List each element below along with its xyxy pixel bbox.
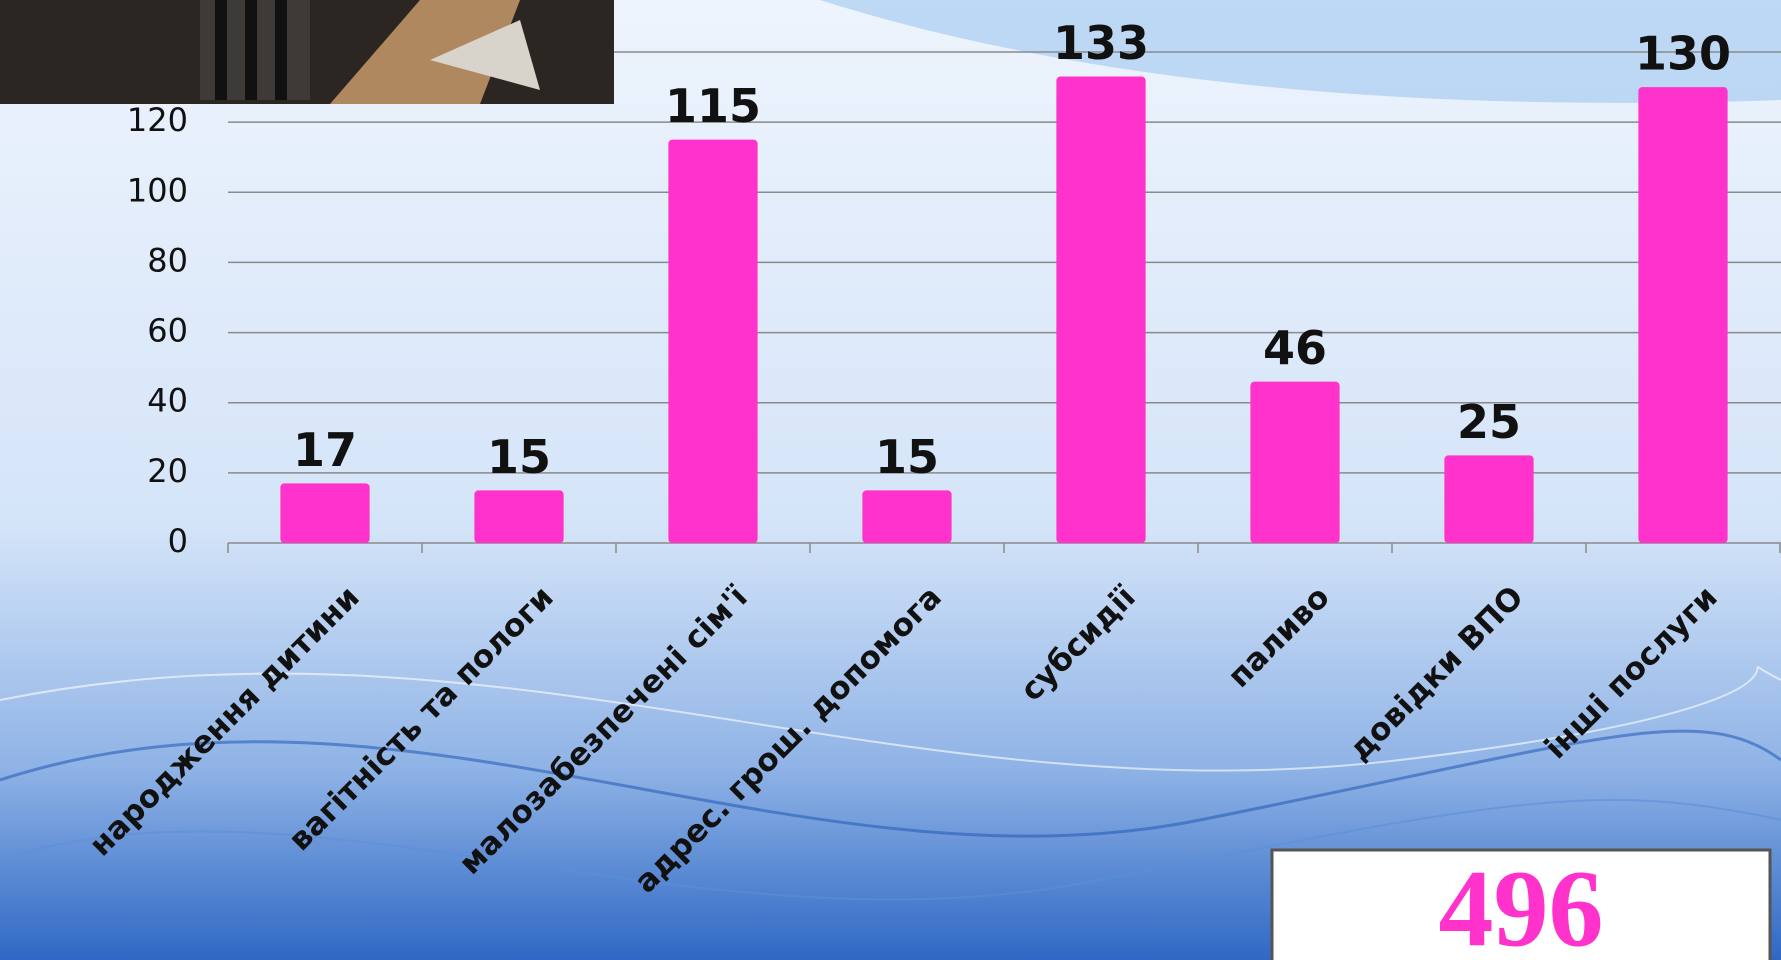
value-label: 115 — [665, 79, 761, 133]
bar — [280, 483, 370, 543]
bar — [668, 139, 758, 543]
decor-line — [0, 729, 1781, 838]
y-tick-label: 80 — [147, 241, 188, 279]
photo — [0, 0, 614, 104]
value-label: 17 — [293, 423, 357, 477]
bar — [1444, 455, 1534, 543]
value-label: 15 — [875, 430, 939, 484]
bar — [474, 490, 564, 543]
bar — [1056, 76, 1146, 544]
y-tick-label: 60 — [147, 312, 188, 350]
bar — [862, 490, 952, 543]
total-box — [1270, 848, 1772, 960]
value-label: 130 — [1635, 27, 1731, 81]
bar — [1250, 381, 1340, 543]
decor-line — [0, 799, 1781, 901]
value-label: 15 — [487, 430, 551, 484]
decor-line — [0, 666, 1781, 772]
value-label: 46 — [1263, 321, 1327, 375]
y-tick-label: 20 — [147, 452, 188, 490]
y-tick-label: 120 — [127, 101, 188, 139]
y-tick-label: 100 — [127, 171, 188, 209]
y-tick-label: 40 — [147, 382, 188, 420]
total: 496 — [1439, 847, 1604, 960]
y-tick-label: 0 — [168, 522, 188, 560]
value-label: 25 — [1457, 395, 1521, 449]
value-label: 133 — [1053, 16, 1149, 70]
bar — [1638, 87, 1728, 544]
